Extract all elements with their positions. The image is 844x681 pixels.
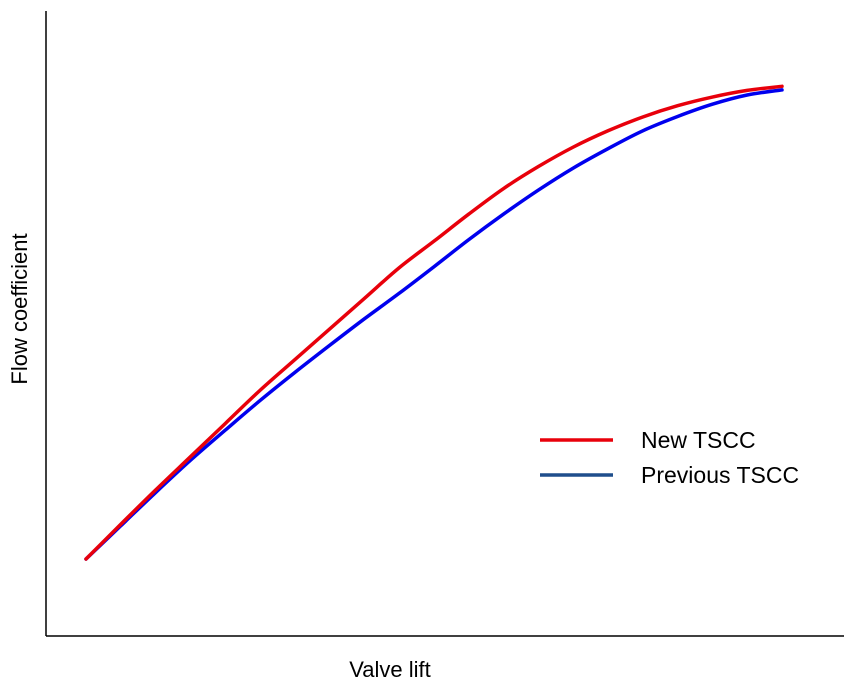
series-layer [84,84,784,561]
legend: New TSCC Previous TSCC [540,427,799,488]
series-line-new-tscc [84,84,784,561]
y-axis-label: Flow coefficient [7,233,32,384]
legend-label-new-tscc: New TSCC [641,427,756,453]
x-axis-label: Valve lift [349,657,431,681]
legend-label-previous-tscc: Previous TSCC [641,462,799,488]
axes [45,11,844,637]
series-line-previous-tscc [84,88,784,561]
